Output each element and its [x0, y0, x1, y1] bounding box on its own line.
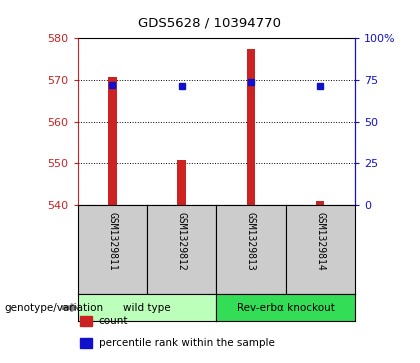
Text: wild type: wild type — [123, 303, 171, 313]
Text: count: count — [99, 316, 128, 326]
Bar — [247, 49, 255, 205]
Text: GSM1329811: GSM1329811 — [108, 212, 117, 271]
Text: GSM1329812: GSM1329812 — [177, 212, 186, 271]
Bar — [108, 77, 116, 205]
Bar — [178, 160, 186, 205]
Bar — [316, 201, 324, 205]
Text: Rev-erbα knockout: Rev-erbα knockout — [236, 303, 335, 313]
Text: GSM1329814: GSM1329814 — [315, 212, 325, 271]
Text: GSM1329813: GSM1329813 — [246, 212, 256, 271]
Text: genotype/variation: genotype/variation — [4, 303, 103, 313]
Text: percentile rank within the sample: percentile rank within the sample — [99, 338, 275, 348]
Text: GDS5628 / 10394770: GDS5628 / 10394770 — [139, 16, 281, 29]
